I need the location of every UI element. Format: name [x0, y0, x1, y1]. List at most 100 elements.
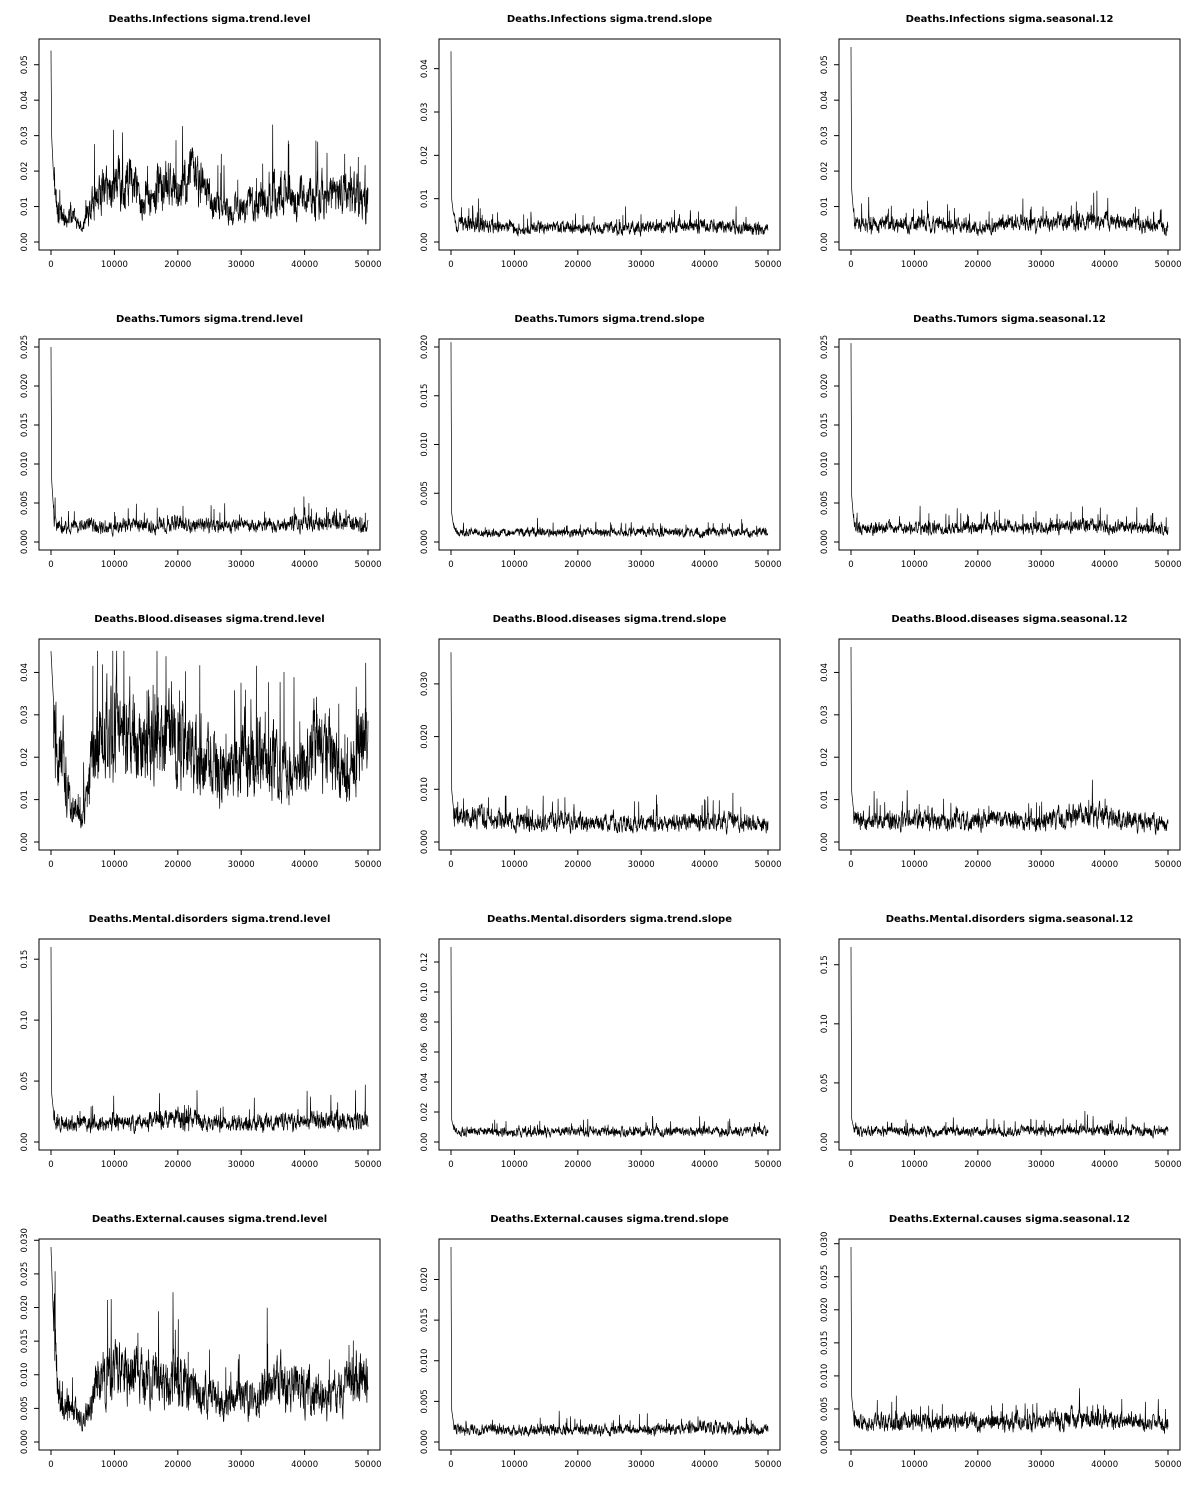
y-tick-label: 0.010 [820, 1364, 830, 1388]
x-tick-label: 0 [48, 560, 53, 570]
y-tick-label: 0.00 [20, 233, 30, 252]
y-tick-label: 0.01 [20, 197, 30, 216]
x-tick-label: 0 [48, 860, 53, 870]
trace-line [850, 946, 1169, 1140]
chart-title: Deaths.Blood.diseases sigma.seasonal.12 [891, 614, 1127, 625]
x-tick-label: 50000 [1154, 260, 1181, 270]
y-tick-label: 0.00 [420, 1133, 430, 1152]
x-tick-label: 40000 [1091, 1460, 1118, 1470]
x-tick-label: 50000 [754, 260, 781, 270]
x-tick-label: 30000 [628, 260, 655, 270]
x-tick-label: 50000 [354, 560, 381, 570]
x-tick-label: 50000 [754, 1160, 781, 1170]
y-tick-label: 0.05 [820, 1073, 830, 1092]
chart-title: Deaths.Tumors sigma.trend.level [116, 314, 303, 325]
x-tick-label: 20000 [564, 1160, 591, 1170]
trace-panel: Deaths.Mental.disorders sigma.seasonal.1… [820, 914, 1182, 1170]
y-tick-label: 0.005 [20, 1396, 30, 1420]
chart-title: Deaths.Mental.disorders sigma.seasonal.1… [886, 914, 1134, 925]
x-tick-label: 10000 [901, 260, 928, 270]
trace-line [450, 51, 769, 237]
y-tick-label: 0.06 [420, 1043, 430, 1062]
y-tick-label: 0.03 [820, 126, 830, 145]
plot-frame [38, 638, 381, 851]
x-tick-label: 20000 [164, 1160, 191, 1170]
x-tick-label: 40000 [291, 560, 318, 570]
x-tick-label: 20000 [164, 860, 191, 870]
y-tick-label: 0.020 [420, 724, 430, 748]
x-tick-label: 20000 [964, 260, 991, 270]
x-tick-label: 0 [448, 260, 453, 270]
x-tick-label: 0 [448, 560, 453, 570]
x-tick-label: 20000 [564, 860, 591, 870]
y-tick-label: 0.03 [420, 103, 430, 122]
y-tick-label: 0.15 [20, 950, 30, 969]
trace-panel: Deaths.Tumors sigma.trend.slope 0 10000 200… [420, 314, 782, 570]
x-tick-label: 40000 [691, 1460, 718, 1470]
trace-line [50, 650, 369, 829]
y-tick-label: 0.030 [820, 1232, 830, 1256]
trace-panel: Deaths.Infections sigma.trend.level 0 1000… [20, 14, 382, 270]
y-tick-label: 0.00 [20, 833, 30, 852]
trace-panel: Deaths.Mental.disorders sigma.trend.leve… [20, 914, 382, 1170]
y-tick-label: 0.04 [820, 91, 830, 110]
plot-frame [438, 338, 781, 551]
x-tick-label: 10000 [901, 1160, 928, 1170]
x-tick-label: 10000 [501, 860, 528, 870]
x-tick-label: 10000 [101, 1160, 128, 1170]
y-tick-label: 0.02 [20, 748, 30, 767]
y-tick-label: 0.000 [420, 530, 430, 554]
x-tick-label: 0 [848, 860, 853, 870]
x-tick-label: 10000 [101, 560, 128, 570]
chart-title: Deaths.Blood.diseases sigma.trend.level [94, 614, 324, 625]
trace-panel: Deaths.External.causes sigma.seasonal.12… [820, 1214, 1182, 1470]
y-tick-label: 0.15 [820, 955, 830, 974]
y-tick-label: 0.04 [20, 663, 30, 682]
trace-line [850, 1246, 1169, 1434]
x-tick-label: 0 [848, 560, 853, 570]
y-tick-label: 0.04 [820, 663, 830, 682]
trace-panel: Deaths.Mental.disorders sigma.trend.slop… [420, 914, 782, 1170]
y-tick-label: 0.000 [20, 1430, 30, 1454]
x-tick-label: 20000 [564, 1460, 591, 1470]
plot-frame [838, 38, 1181, 251]
x-tick-label: 10000 [101, 260, 128, 270]
y-tick-label: 0.01 [820, 197, 830, 216]
y-tick-label: 0.12 [420, 953, 430, 972]
x-tick-label: 10000 [501, 560, 528, 570]
trace-line [50, 50, 369, 233]
y-tick-label: 0.01 [20, 790, 30, 809]
x-tick-label: 30000 [1028, 860, 1055, 870]
x-tick-label: 20000 [164, 1460, 191, 1470]
y-tick-label: 0.025 [20, 335, 30, 359]
trace-line [450, 946, 769, 1139]
y-tick-label: 0.025 [820, 335, 830, 359]
trace-line [450, 342, 769, 539]
x-tick-label: 40000 [291, 1460, 318, 1470]
x-tick-label: 30000 [228, 260, 255, 270]
trace-line [50, 1246, 369, 1432]
trace-line [50, 946, 369, 1134]
x-tick-label: 50000 [754, 560, 781, 570]
chart-title: Deaths.External.causes sigma.trend.slope [490, 1214, 729, 1225]
trace-panel: Deaths.External.causes sigma.trend.slope… [420, 1214, 782, 1470]
x-tick-label: 0 [448, 860, 453, 870]
y-tick-label: 0.000 [20, 530, 30, 554]
chart-title: Deaths.Tumors sigma.trend.slope [514, 314, 704, 325]
y-tick-label: 0.010 [20, 1363, 30, 1387]
y-tick-label: 0.05 [20, 55, 30, 74]
y-tick-label: 0.005 [820, 1397, 830, 1421]
x-tick-label: 50000 [1154, 1460, 1181, 1470]
y-tick-label: 0.02 [820, 162, 830, 181]
x-tick-label: 50000 [354, 1460, 381, 1470]
y-tick-label: 0.000 [420, 1430, 430, 1454]
y-tick-label: 0.015 [420, 1308, 430, 1332]
x-tick-label: 20000 [564, 560, 591, 570]
x-tick-label: 30000 [628, 1460, 655, 1470]
y-tick-label: 0.04 [420, 59, 430, 78]
y-tick-label: 0.03 [20, 705, 30, 724]
plot-frame [38, 338, 381, 551]
x-tick-label: 20000 [564, 260, 591, 270]
x-tick-label: 40000 [1091, 560, 1118, 570]
x-tick-label: 40000 [291, 260, 318, 270]
